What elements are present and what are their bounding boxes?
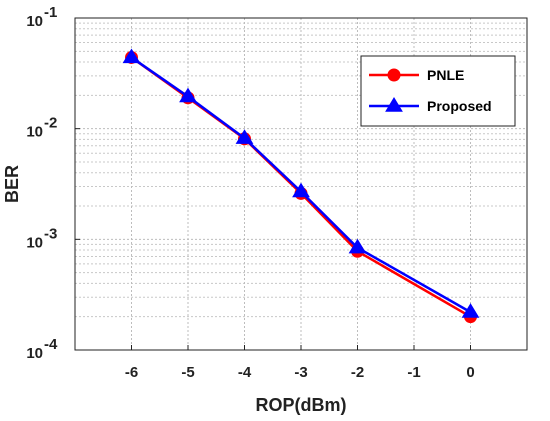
x-tick-label: -1 [407,364,420,381]
x-tick-label: -6 [125,364,138,381]
x-tick-label: -5 [181,364,194,381]
data-point [235,129,254,144]
tick-labels: -6 -5 -4 -3 -2 -1 010-410-310-210-1 [26,4,474,381]
legend: PNLE Proposed [360,55,516,127]
data-point [122,48,141,64]
series-layer [122,48,480,324]
series-2 [122,48,480,318]
y-tick-label: 10 [26,13,43,30]
y-tick-exponent: -3 [44,225,57,242]
data-point [348,238,367,254]
legend-box [360,55,516,127]
legend-marker [387,68,401,82]
y-tick-exponent: -1 [44,4,57,21]
y-tick-exponent: -4 [44,336,58,353]
x-tick-label: 0 [466,364,474,381]
x-tick-label: -4 [238,364,252,381]
plot-frame [74,17,528,351]
y-tick-exponent: -2 [44,115,57,132]
y-tick-label: 10 [26,124,43,141]
data-point [292,182,310,198]
legend-label: Proposed [427,98,492,114]
y-tick-label: 10 [26,345,43,362]
x-tick-label: -3 [294,364,307,381]
y-axis-label: BER [2,165,22,203]
legend-marker [385,97,403,112]
x-axis-label: ROP(dBm) [256,395,347,415]
y-tick-label: 10 [26,234,43,251]
data-point [461,303,480,318]
legend-label: PNLE [427,67,464,83]
series-line [130,56,472,314]
data-point [179,87,197,103]
x-tick-label: -2 [351,364,364,381]
